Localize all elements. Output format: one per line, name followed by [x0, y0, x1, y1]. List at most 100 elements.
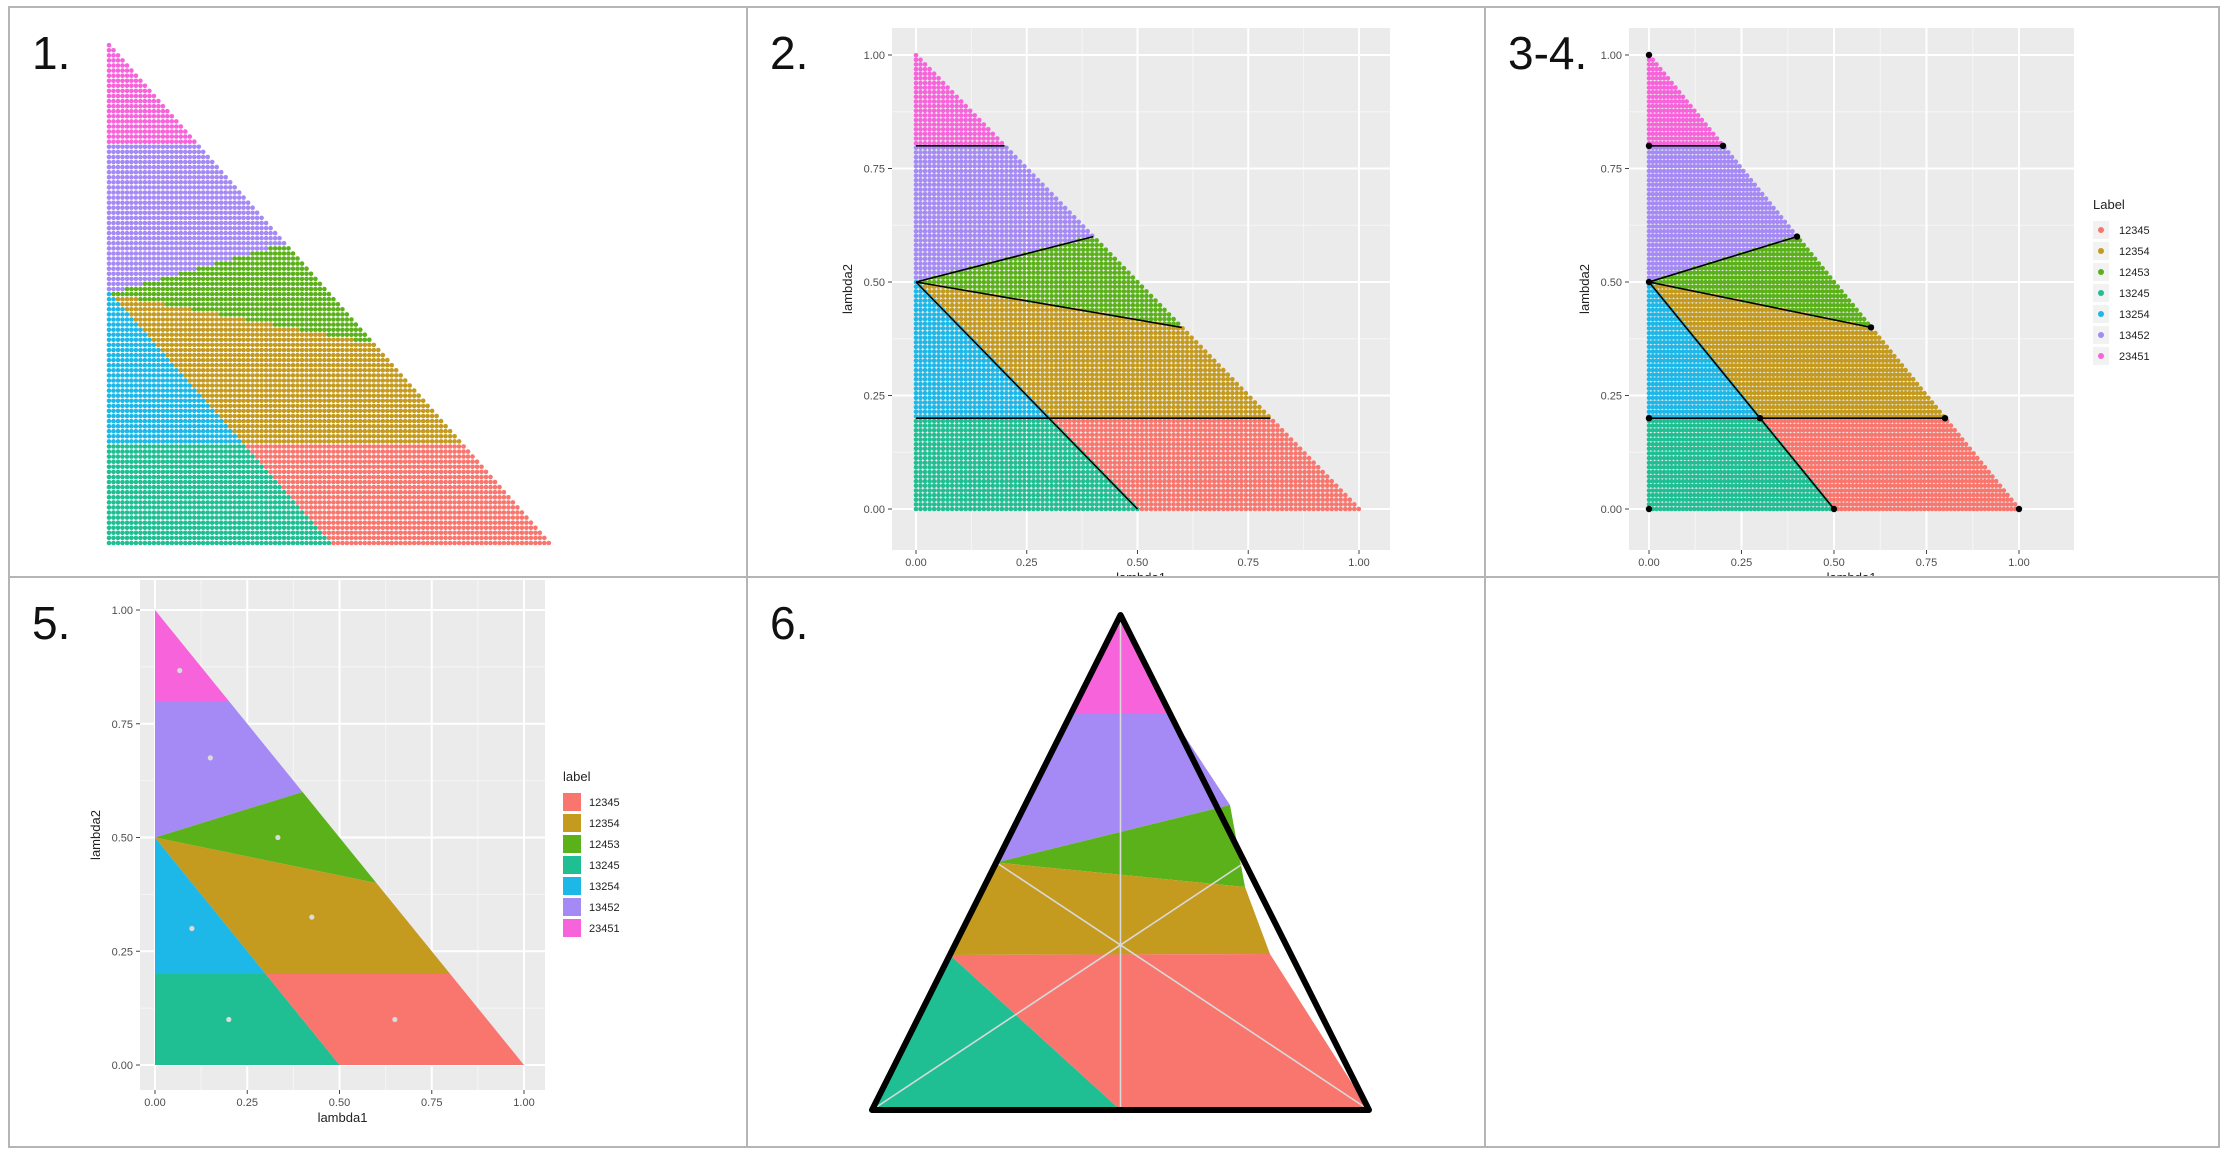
- point-12345: [349, 459, 354, 465]
- point-12354: [174, 322, 179, 327]
- point-12453: [322, 327, 327, 333]
- point-12354: [416, 434, 422, 439]
- point-13245: [308, 525, 314, 531]
- point-13254: [160, 403, 166, 409]
- point-12345: [452, 525, 457, 531]
- point-13245: [223, 500, 228, 505]
- point-13245: [133, 454, 139, 459]
- point-12354: [241, 423, 246, 429]
- point-12354: [165, 327, 170, 333]
- point-13245: [326, 540, 332, 546]
- point-13254: [115, 434, 121, 439]
- point-13254: [200, 428, 206, 434]
- point-12453: [165, 276, 170, 282]
- point-13452: [192, 235, 197, 241]
- point-13452: [106, 144, 112, 150]
- point-12354: [429, 413, 435, 419]
- point-12354: [367, 428, 372, 434]
- point-13452: [241, 225, 246, 231]
- point-12354: [326, 428, 332, 434]
- point-13254: [138, 373, 143, 378]
- point-12354: [393, 428, 399, 434]
- point-12345: [483, 469, 489, 475]
- point-12453: [322, 296, 327, 302]
- point-23451: [111, 63, 116, 68]
- point-12354: [313, 357, 318, 363]
- point-13245: [142, 505, 148, 510]
- point-13452: [223, 225, 228, 231]
- point-12345: [402, 525, 408, 531]
- point-12354: [335, 434, 341, 439]
- point-12345: [250, 449, 255, 454]
- point-12345: [317, 500, 323, 505]
- point-12354: [353, 418, 359, 424]
- point-13245: [299, 520, 305, 525]
- point-12345: [434, 525, 439, 531]
- point-12354: [407, 423, 413, 429]
- point-12345: [420, 479, 426, 485]
- point-12345: [335, 449, 341, 454]
- point-12345: [438, 510, 444, 515]
- point-13452: [268, 225, 273, 231]
- point-12354: [232, 398, 237, 404]
- point-12354: [232, 423, 237, 429]
- point-13452: [174, 154, 179, 160]
- point-13245: [169, 495, 175, 500]
- point-13245: [120, 500, 125, 505]
- point-12354: [425, 413, 430, 419]
- point-12354: [254, 428, 260, 434]
- point-13452: [156, 195, 161, 200]
- point-12453: [245, 317, 251, 322]
- point-12354: [196, 362, 202, 368]
- point-13254: [156, 393, 161, 399]
- point-12345: [488, 510, 493, 515]
- point-12345: [407, 510, 413, 515]
- point-13245: [196, 505, 202, 510]
- point-12354: [402, 428, 408, 434]
- point-13245: [183, 454, 188, 459]
- point-13452: [165, 180, 170, 185]
- point-12354: [263, 362, 269, 368]
- point-12354: [245, 378, 251, 383]
- point-23451: [169, 119, 175, 124]
- point-13245: [174, 510, 179, 515]
- point-12354: [268, 434, 273, 439]
- point-13452: [151, 276, 157, 282]
- point-12354: [245, 327, 251, 333]
- point-23451: [111, 53, 116, 58]
- point-13245: [313, 525, 318, 531]
- point-12354: [209, 362, 215, 368]
- point-13245: [272, 505, 278, 510]
- point-13452: [200, 215, 206, 221]
- point-13245: [165, 500, 170, 505]
- point-13245: [254, 535, 260, 541]
- point-12354: [358, 357, 363, 363]
- point-12345: [340, 444, 345, 449]
- point-12345: [447, 479, 453, 485]
- point-13254: [120, 312, 125, 317]
- point-13452: [160, 235, 166, 241]
- point-12345: [515, 520, 520, 525]
- point-13452: [147, 215, 152, 221]
- point-13254: [160, 413, 166, 419]
- point-12354: [214, 322, 219, 327]
- point-12345: [456, 525, 462, 531]
- point-13245: [254, 469, 260, 475]
- point-12354: [120, 302, 125, 307]
- point-12345: [510, 530, 516, 536]
- point-12354: [344, 368, 350, 373]
- point-12453: [254, 312, 260, 317]
- point-13452: [120, 271, 125, 277]
- point-13452: [142, 225, 148, 231]
- point-13452: [200, 164, 206, 170]
- point-13452: [156, 220, 161, 226]
- point-13245: [232, 510, 237, 515]
- point-12345: [353, 515, 359, 520]
- point-12453: [331, 327, 336, 333]
- point-12453: [340, 317, 345, 322]
- point-12345: [533, 530, 538, 536]
- point-13245: [120, 489, 125, 495]
- point-13452: [183, 246, 188, 251]
- point-12453: [259, 276, 264, 282]
- point-13245: [169, 525, 175, 531]
